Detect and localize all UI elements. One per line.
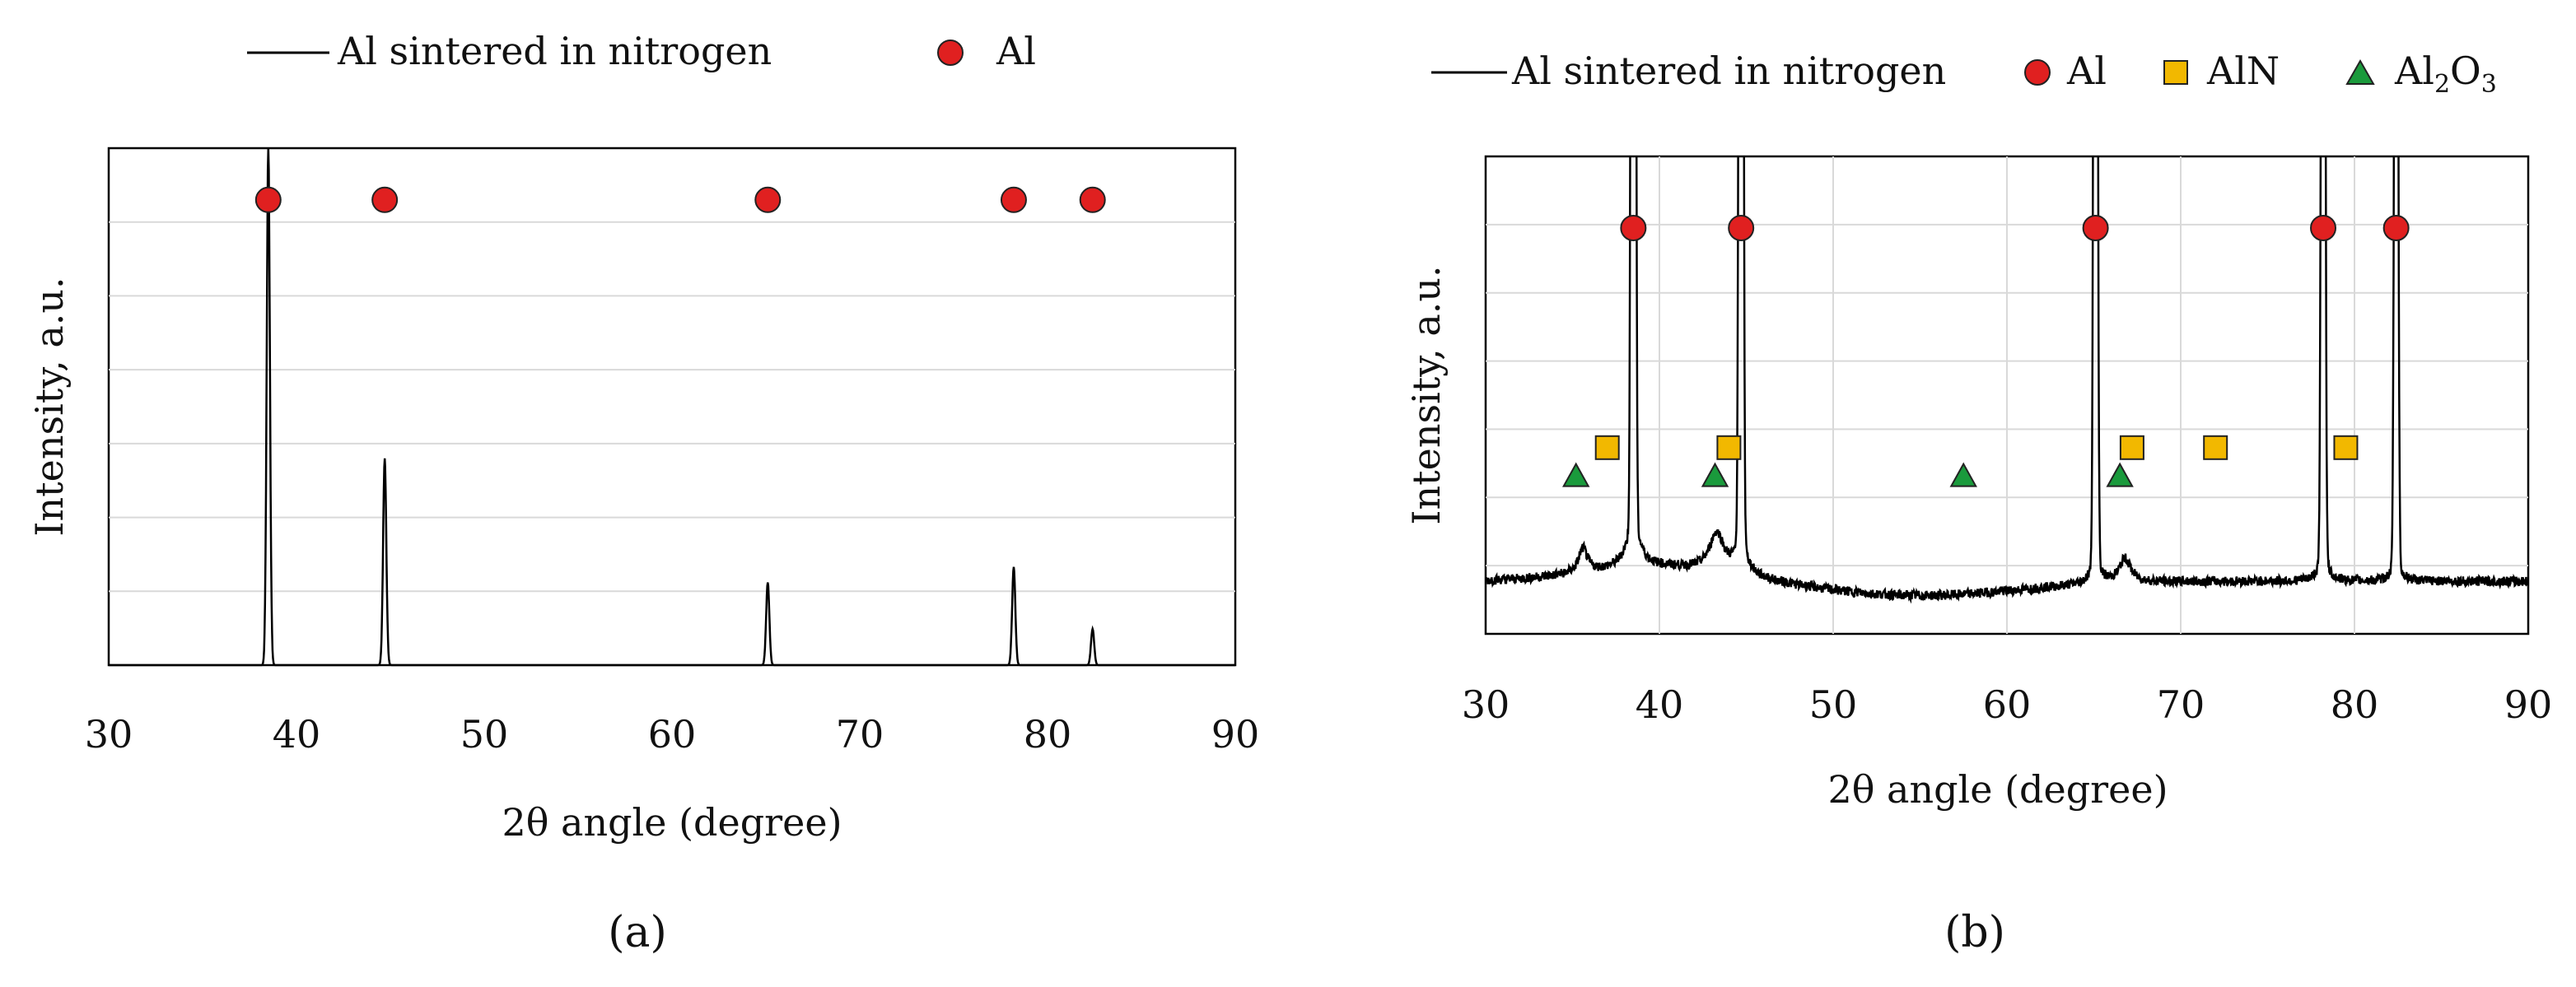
x-ticks-b: 30 40 50 60 70 80 90 [1462, 682, 2553, 727]
plot-area-a [107, 147, 1237, 667]
x-tick-label: 30 [85, 712, 133, 757]
al-peak-marker [2310, 215, 2337, 241]
x-tick-label: 60 [648, 712, 697, 757]
phase-markers-a [254, 186, 1106, 213]
x-tick-label: 70 [2157, 682, 2205, 727]
al-peak-marker [371, 186, 399, 213]
al2o3-peak-marker [2106, 462, 2134, 487]
x-tick-label: 80 [2331, 682, 2379, 727]
legend-label-al: Al [2066, 49, 2107, 93]
legend-label-series: Al sintered in nitrogen [1511, 49, 1946, 93]
panel-a: Al sintered in nitrogen Al 30 40 50 60 70 80 9… [27, 29, 1259, 957]
al2o3-peak-marker [1701, 462, 1729, 487]
legend-aln-square-icon [2163, 60, 2188, 85]
x-tick-label: 40 [273, 712, 321, 757]
y-axis-label-a: Intensity, a.u. [27, 277, 72, 536]
gridlines-a [109, 221, 1235, 593]
al-peak-marker [1079, 186, 1106, 213]
x-ticks-a: 30 40 50 60 70 80 90 [85, 712, 1260, 757]
diffraction-curve-a [109, 147, 1235, 667]
legend-label-series: Al sintered in nitrogen [337, 29, 772, 73]
legend-label-aln: AlN [2206, 49, 2280, 93]
aln-peak-marker [2203, 435, 2228, 460]
x-tick-label: 90 [2504, 682, 2553, 727]
x-tick-label: 50 [460, 712, 509, 757]
aln-peak-marker [1594, 435, 1620, 460]
al-peak-marker [754, 186, 782, 213]
al-peak-marker [1728, 215, 1755, 241]
aln-peak-marker [2333, 435, 2359, 460]
phase-markers-b [1562, 215, 2410, 487]
x-tick-label: 30 [1462, 682, 1510, 727]
al-peak-marker [2382, 215, 2410, 241]
al-peak-marker [2082, 215, 2109, 241]
x-tick-label: 70 [836, 712, 884, 757]
x-axis-label-a: 2θ angle (degree) [502, 800, 842, 845]
x-tick-label: 90 [1211, 712, 1260, 757]
aln-peak-marker [1716, 435, 1742, 460]
y-axis-label-b: Intensity, a.u. [1404, 265, 1449, 524]
x-tick-label: 50 [1809, 682, 1858, 727]
al-peak-marker [1620, 215, 1647, 241]
x-axis-label-b: 2θ angle (degree) [1827, 767, 2168, 812]
al-peak-marker [1000, 186, 1027, 213]
caption-b: (b) [1944, 908, 2005, 957]
legend-al2o3-triangle-icon [2345, 58, 2375, 85]
legend-label-al: Al [996, 29, 1036, 73]
aln-peak-marker [2119, 435, 2144, 460]
x-tick-label: 60 [1983, 682, 2032, 727]
panel-b: Al sintered in nitrogen Al AlN Al2O3 30 4… [1404, 49, 2553, 957]
legend-label-al2o3: Al2O3 [2394, 49, 2497, 99]
legend-al-circle-icon [2024, 59, 2051, 86]
caption-a: (a) [608, 908, 667, 957]
legend-al-circle-icon [937, 40, 964, 66]
al2o3-peak-marker [1562, 462, 1590, 487]
x-tick-label: 40 [1636, 682, 1684, 727]
x-tick-label: 80 [1024, 712, 1072, 757]
legend-b: Al sintered in nitrogen Al AlN Al2O3 [1431, 49, 2497, 99]
diffraction-curve-b [1486, 156, 2528, 604]
al2o3-peak-marker [1949, 462, 1977, 487]
al-peak-marker [254, 186, 282, 213]
legend-a: Al sintered in nitrogen Al [247, 29, 1036, 73]
